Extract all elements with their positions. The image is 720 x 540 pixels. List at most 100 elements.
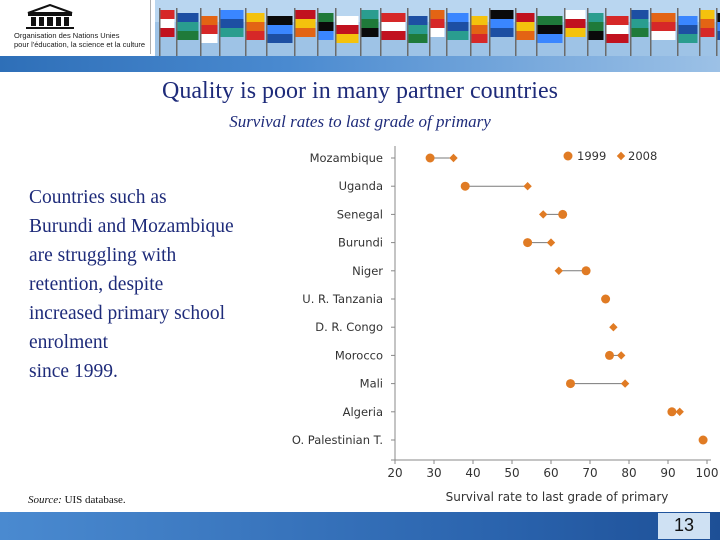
flag-pole	[446, 8, 448, 56]
flag-pole	[677, 8, 679, 56]
x-tick-label: 100	[696, 466, 719, 480]
point-2008	[698, 435, 708, 445]
source-text: UIS database.	[61, 494, 126, 506]
flag-stripe	[361, 10, 379, 19]
flag-stripe	[177, 22, 199, 31]
point-2008	[609, 323, 618, 332]
flag-pole	[515, 8, 517, 56]
flag-stripe	[565, 28, 586, 37]
point-1999	[425, 153, 435, 163]
body-line: are struggling with	[29, 245, 177, 266]
flag-stripe	[537, 25, 563, 34]
flag-stripe	[717, 31, 720, 40]
flag-pole	[266, 8, 268, 56]
flag-pole	[716, 8, 718, 56]
flag-stripe	[565, 19, 586, 28]
point-2008	[675, 407, 684, 416]
flag-stripe	[537, 34, 563, 43]
flags-photo	[155, 0, 720, 56]
logo-text-line: pour l'éducation, la science et la cultu…	[14, 39, 146, 49]
point-2008	[539, 210, 548, 219]
y-tick-label: U. R. Tanzania	[302, 292, 383, 306]
flag-stripe	[700, 28, 715, 37]
point-1999	[523, 238, 533, 248]
point-2008	[523, 182, 532, 191]
point-2008	[617, 351, 626, 360]
flag-stripe	[381, 31, 406, 40]
flag-stripe	[537, 16, 563, 25]
flag-stripe	[430, 10, 445, 19]
flag-stripe	[651, 13, 676, 22]
flag-stripe	[408, 16, 428, 25]
flag-stripe	[588, 31, 604, 40]
flag-pole	[200, 8, 202, 56]
flag-stripe	[678, 16, 698, 25]
flag-stripe	[700, 19, 715, 28]
point-2008	[449, 153, 458, 163]
y-tick-label: Burundi	[338, 236, 383, 250]
top-band	[0, 56, 720, 72]
flag-pole	[159, 8, 161, 56]
point-1999	[667, 407, 677, 417]
source-label: Source:	[28, 494, 62, 506]
flag-stripe	[631, 28, 649, 37]
flag-pole	[489, 8, 491, 56]
flag-stripe	[408, 25, 428, 34]
flag-stripe	[606, 34, 629, 43]
flag-stripe	[295, 19, 316, 28]
survival-rate-chart: Mozambique Uganda Senegal Burundi Niger U. R.…	[292, 146, 719, 504]
flag-stripe	[490, 10, 514, 19]
flag-stripe	[295, 10, 316, 19]
x-tick-label: 70	[582, 466, 597, 480]
logo-text: Organisation des Nations Unies pour l'éd…	[14, 31, 164, 49]
body-line: increased primary school	[29, 303, 226, 324]
y-tick-label: O. Palestinian T.	[292, 433, 383, 447]
unesco-logo: Organisation des Nations Unies pour l'éd…	[14, 2, 156, 54]
x-tick-label: 50	[504, 466, 519, 480]
y-tick-label: Senegal	[337, 207, 383, 221]
flag-stripe	[651, 31, 676, 40]
flag-pole	[380, 8, 382, 56]
flag-stripe	[516, 22, 535, 31]
legend-marker-1999	[563, 151, 573, 161]
flag-stripe	[631, 10, 649, 19]
flag-stripe	[267, 25, 293, 34]
flag-stripe	[160, 10, 175, 19]
flag-stripe	[361, 28, 379, 37]
body-line: retention, despite	[29, 274, 164, 295]
y-tick-label: Mali	[360, 377, 383, 391]
flag-stripe	[447, 13, 469, 22]
x-tick-label: 40	[465, 466, 480, 480]
flag-stripe	[631, 19, 649, 28]
flag-stripe	[490, 28, 514, 37]
y-tick-label: Niger	[352, 264, 383, 278]
point-2008	[601, 294, 610, 304]
flag-stripe	[447, 31, 469, 40]
flag-stripe	[318, 22, 334, 31]
bottom-band	[0, 512, 720, 540]
body-line: Burundi and Mozambique	[29, 216, 234, 237]
flag-stripe	[267, 34, 293, 43]
flag-stripe	[267, 16, 293, 25]
flag-stripe	[588, 13, 604, 22]
flag-stripe	[471, 16, 488, 25]
body-line: enrolment	[29, 332, 109, 353]
slide-title: Quality is poor in many partner countrie…	[162, 78, 558, 104]
flag-stripe	[490, 19, 514, 28]
flag-stripe	[565, 10, 586, 19]
flag-stripe	[201, 25, 218, 34]
page-number: 13	[673, 515, 695, 535]
flag-stripe	[246, 13, 265, 22]
flag-stripe	[717, 22, 720, 31]
point-1999	[566, 379, 575, 389]
flag-stripe	[471, 34, 488, 43]
header: Organisation des Nations Unies pour l'éd…	[0, 0, 720, 56]
body-line: since 1999.	[29, 361, 118, 382]
point-1999	[558, 209, 568, 219]
x-tick-label: 90	[660, 466, 675, 480]
flag-pole	[360, 8, 362, 56]
flag-stripe	[381, 13, 406, 22]
source-note: Source: UIS database.	[28, 494, 126, 506]
flag-stripe	[177, 31, 199, 40]
flag-stripe	[318, 13, 334, 22]
